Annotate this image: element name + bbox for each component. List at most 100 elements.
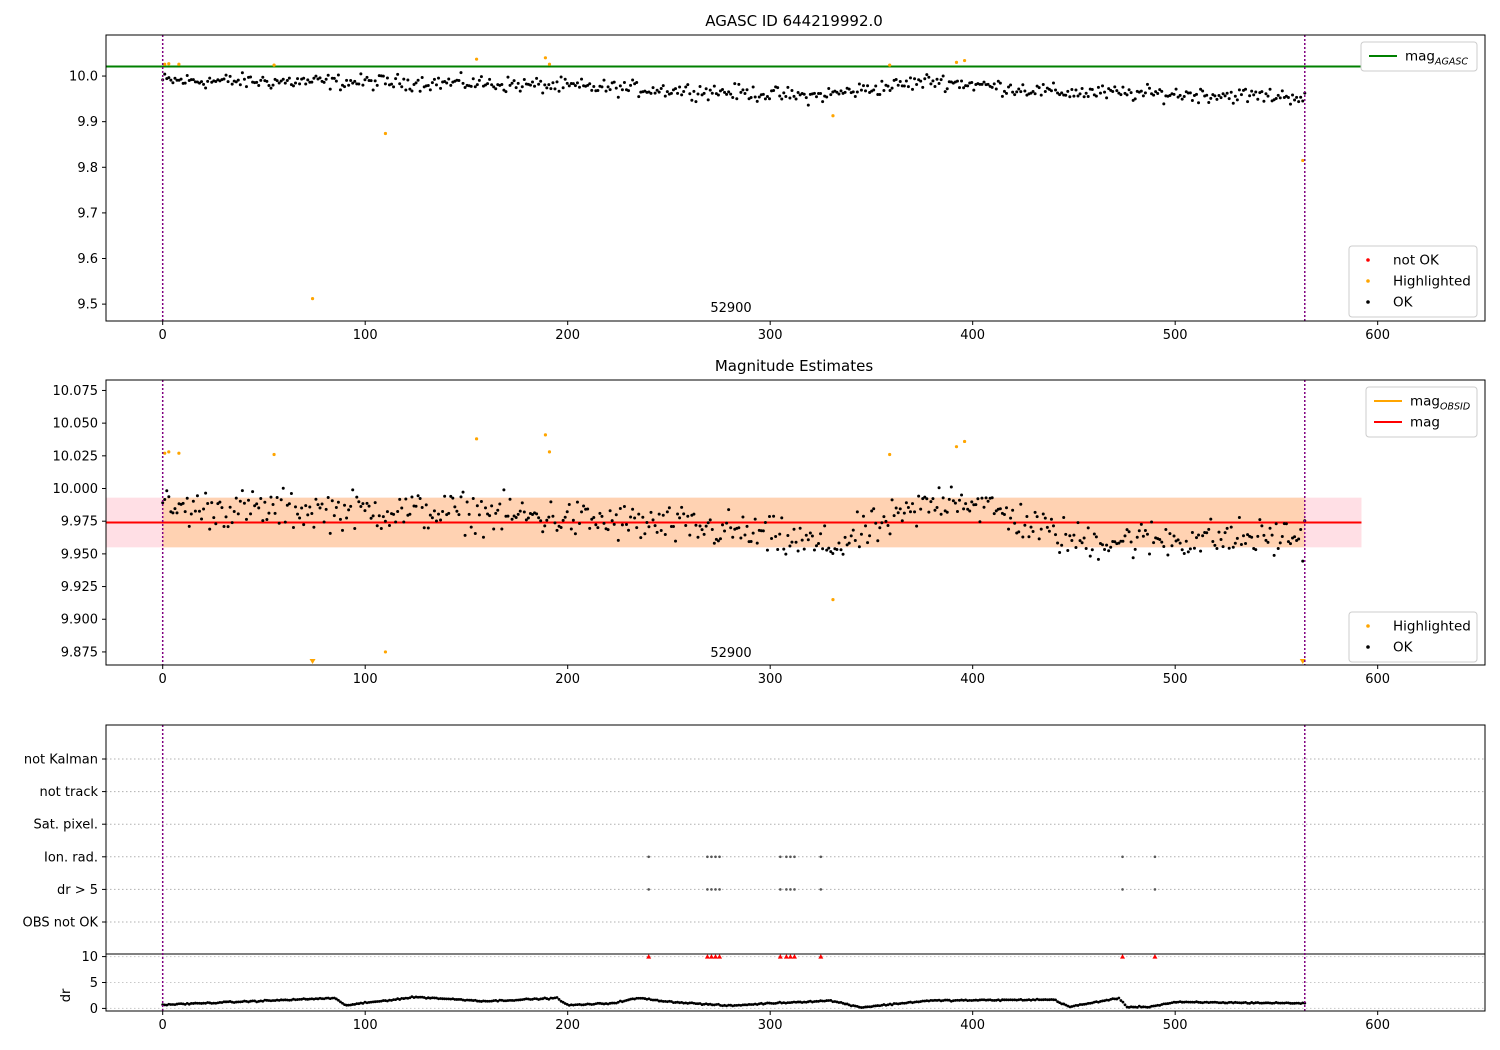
- highlighted-point: [888, 452, 892, 457]
- mag-status-legend-box: [1348, 611, 1478, 663]
- dr-point: [672, 1001, 675, 1005]
- ok-point: [1217, 94, 1221, 98]
- ok-point: [314, 74, 318, 78]
- ok-point: [810, 534, 814, 538]
- ok-point: [1051, 81, 1055, 85]
- ok-point: [453, 505, 457, 509]
- ok-point: [1276, 93, 1280, 97]
- dr-point: [441, 997, 445, 1001]
- ok-point: [498, 502, 502, 506]
- ok-point: [204, 86, 208, 90]
- top-legend-box: [1360, 41, 1478, 72]
- ok-point: [586, 507, 590, 511]
- flag-event-point: [706, 888, 709, 891]
- ok-point: [1076, 94, 1080, 98]
- ok-point: [428, 513, 432, 517]
- dr-point: [966, 999, 970, 1003]
- ok-point: [449, 83, 453, 87]
- ok-point: [1019, 90, 1023, 94]
- ok-point: [561, 518, 565, 522]
- ok-point: [426, 526, 430, 530]
- ok-point: [1244, 87, 1248, 91]
- dr-point: [635, 996, 639, 1000]
- dr-point: [249, 999, 252, 1003]
- ok-point: [265, 518, 269, 522]
- ok-point: [541, 91, 545, 95]
- x-tick-label: 300: [758, 1018, 783, 1033]
- ok-point: [706, 521, 710, 525]
- dr-capped-marker: [713, 954, 719, 959]
- ok-point: [175, 511, 179, 515]
- ok-point: [396, 72, 400, 76]
- flag-event-point: [1153, 855, 1157, 859]
- ok-point: [1152, 93, 1156, 97]
- dr-point: [582, 1003, 585, 1007]
- ok-point: [998, 507, 1002, 511]
- ok-point: [835, 548, 839, 552]
- ok-point: [608, 509, 612, 513]
- ok-point: [812, 548, 816, 552]
- highlighted-point: [962, 58, 967, 63]
- ok-point: [1186, 550, 1190, 554]
- dr-capped-marker: [783, 954, 789, 959]
- ok-point: [651, 518, 655, 522]
- ok-point: [445, 81, 449, 85]
- ok-point: [878, 92, 882, 96]
- ok-point: [1229, 90, 1233, 94]
- ok-point: [796, 91, 800, 95]
- ok-point: [1197, 101, 1201, 105]
- ok-point: [559, 525, 563, 529]
- ok-point: [218, 500, 222, 504]
- dr-point: [1278, 1001, 1282, 1005]
- x-tick-label: 400: [960, 1018, 985, 1033]
- ok-point: [1017, 87, 1021, 91]
- ok-point: [1094, 94, 1098, 98]
- dr-point: [167, 1002, 171, 1006]
- ok-point: [363, 78, 367, 82]
- ok-point: [367, 504, 371, 508]
- y-tick-label: 9.950: [61, 547, 98, 562]
- ok-point: [792, 527, 796, 531]
- ok-point: [1090, 88, 1094, 92]
- ok-point: [234, 496, 238, 500]
- ok-point: [731, 535, 735, 539]
- ok-point: [479, 75, 483, 79]
- ok-point: [674, 87, 678, 91]
- dr-point: [430, 996, 434, 1000]
- ok-point: [953, 501, 957, 505]
- ok-point: [473, 532, 477, 536]
- ok-point: [947, 497, 951, 501]
- highlighted-point: [383, 131, 388, 136]
- ok-point: [287, 76, 291, 80]
- ok-point: [1301, 99, 1305, 103]
- dr-point: [1052, 998, 1055, 1002]
- ok-point: [935, 506, 939, 510]
- ok-point: [716, 93, 720, 97]
- ok-point: [676, 512, 680, 516]
- dr-point: [314, 997, 318, 1001]
- dr-point: [1284, 1001, 1288, 1005]
- highlighted-point: [962, 439, 967, 444]
- ok-point: [588, 526, 592, 530]
- ok-point: [945, 510, 949, 514]
- ok-point: [857, 545, 861, 549]
- dr-point: [1074, 1003, 1078, 1007]
- dr-point: [355, 1002, 359, 1006]
- ok-point: [271, 83, 275, 87]
- highlighted-point: [163, 451, 167, 455]
- y-tick-label: 9.925: [61, 580, 98, 595]
- ok-point: [490, 504, 494, 508]
- ok-point: [326, 495, 330, 499]
- ok-point: [457, 78, 461, 82]
- ok-point: [392, 85, 396, 89]
- flag-event-point: [718, 855, 721, 859]
- ok-point: [240, 71, 244, 75]
- ok-point: [1109, 545, 1113, 549]
- ok-point: [1272, 553, 1276, 557]
- ok-point: [400, 85, 404, 89]
- ok-point: [459, 495, 463, 499]
- ok-point: [637, 95, 641, 99]
- highlighted-point: [543, 433, 548, 437]
- ok-point: [1268, 87, 1272, 91]
- top-status-legend-label: Highlighted: [1393, 274, 1471, 290]
